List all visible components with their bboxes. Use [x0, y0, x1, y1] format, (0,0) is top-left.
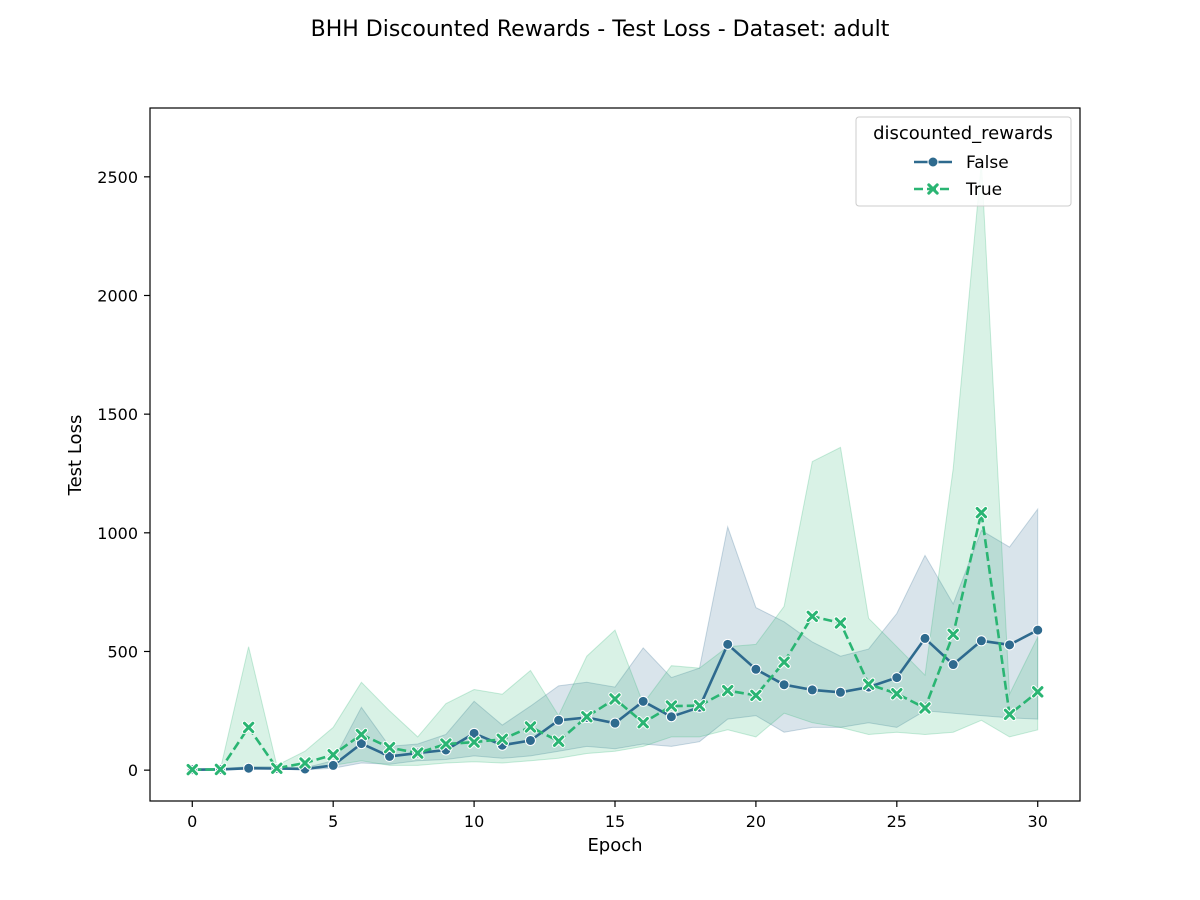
data-point-true	[241, 720, 256, 735]
data-point-false	[750, 663, 762, 675]
data-point-false	[1032, 624, 1044, 636]
data-point-false	[327, 759, 339, 771]
x-tick-label: 30	[1028, 812, 1048, 831]
y-tick-label: 0	[128, 761, 138, 780]
data-point-true	[664, 699, 679, 713]
x-tick-label: 15	[605, 812, 625, 831]
data-point-false	[1004, 639, 1016, 651]
data-point-true	[777, 655, 791, 669]
legend-title: discounted_rewards	[873, 123, 1053, 144]
data-point-false	[355, 738, 367, 750]
data-point-true	[833, 616, 848, 630]
data-point-false	[384, 750, 396, 762]
data-point-true	[354, 727, 369, 742]
y-tick-label: 1000	[97, 524, 138, 543]
legend-box	[855, 116, 1072, 207]
ci-band-true	[191, 162, 1039, 771]
data-point-true	[918, 701, 932, 715]
data-point-true	[974, 505, 989, 520]
legend-items: False True	[914, 153, 1009, 200]
ci-band-false	[191, 507, 1039, 771]
data-point-true	[749, 688, 763, 703]
data-point-true	[608, 692, 622, 706]
data-point-false	[637, 695, 649, 707]
y-tick-label: 2500	[97, 168, 138, 187]
data-point-true	[185, 762, 199, 777]
data-point-false	[524, 734, 536, 746]
data-point-true	[467, 735, 481, 749]
data-point-false	[919, 632, 931, 644]
legend-marker-false	[927, 156, 939, 168]
data-point-false	[891, 672, 903, 684]
data-point-true	[692, 698, 707, 713]
legend-label-false: False	[966, 153, 1009, 173]
data-point-true	[721, 683, 735, 698]
data-point-false	[468, 727, 480, 739]
data-point-false	[834, 686, 846, 698]
data-point-false	[722, 638, 734, 650]
data-point-true	[382, 740, 397, 755]
data-point-true	[298, 756, 312, 770]
data-point-true	[580, 710, 594, 724]
legend-item-false: False	[914, 153, 1009, 173]
x-tick-label: 0	[187, 812, 197, 831]
data-point-true	[805, 609, 819, 624]
x-tick-label: 20	[746, 812, 766, 831]
data-point-false	[665, 711, 677, 723]
data-point-true	[551, 734, 566, 748]
y-tick-label: 500	[107, 642, 138, 661]
data-point-true	[326, 748, 340, 762]
series-markers	[185, 505, 1045, 777]
x-axis-ticks: 0 5 10 15 20 25 30	[187, 801, 1048, 831]
data-point-true	[861, 677, 876, 691]
data-point-true	[890, 687, 904, 701]
y-tick-label: 2000	[97, 286, 138, 305]
y-axis-ticks: 0 500 1000 1500 2000 2500	[97, 168, 150, 780]
confidence-bands	[191, 162, 1039, 771]
legend-label-true: True	[965, 180, 1002, 200]
data-point-false	[975, 635, 987, 647]
data-point-true	[946, 627, 960, 642]
data-point-false	[806, 684, 818, 696]
data-point-true	[213, 762, 228, 777]
chart-title: BHH Discounted Rewards - Test Loss - Dat…	[311, 17, 890, 42]
x-tick-label: 25	[887, 812, 907, 831]
data-point-false	[243, 762, 255, 774]
data-point-true	[1031, 685, 1045, 699]
data-point-true	[523, 720, 538, 734]
data-point-true	[270, 761, 284, 775]
data-point-true	[636, 715, 650, 730]
y-tick-label: 1500	[97, 405, 138, 424]
data-point-false	[947, 659, 959, 671]
data-point-true	[439, 737, 453, 751]
data-point-true	[1002, 707, 1017, 722]
y-axis-label: Test Loss	[65, 415, 86, 497]
data-point-false	[778, 679, 790, 691]
data-point-true	[411, 746, 425, 760]
data-point-false	[609, 717, 621, 729]
x-tick-label: 5	[328, 812, 338, 831]
legend-item-true: True	[914, 180, 1002, 200]
x-tick-label: 10	[464, 812, 484, 831]
x-axis-label: Epoch	[587, 835, 642, 856]
data-point-true	[495, 732, 509, 746]
legend: discounted_rewards False True	[855, 116, 1072, 207]
data-point-false	[553, 714, 565, 726]
legend-marker-true	[927, 183, 939, 195]
